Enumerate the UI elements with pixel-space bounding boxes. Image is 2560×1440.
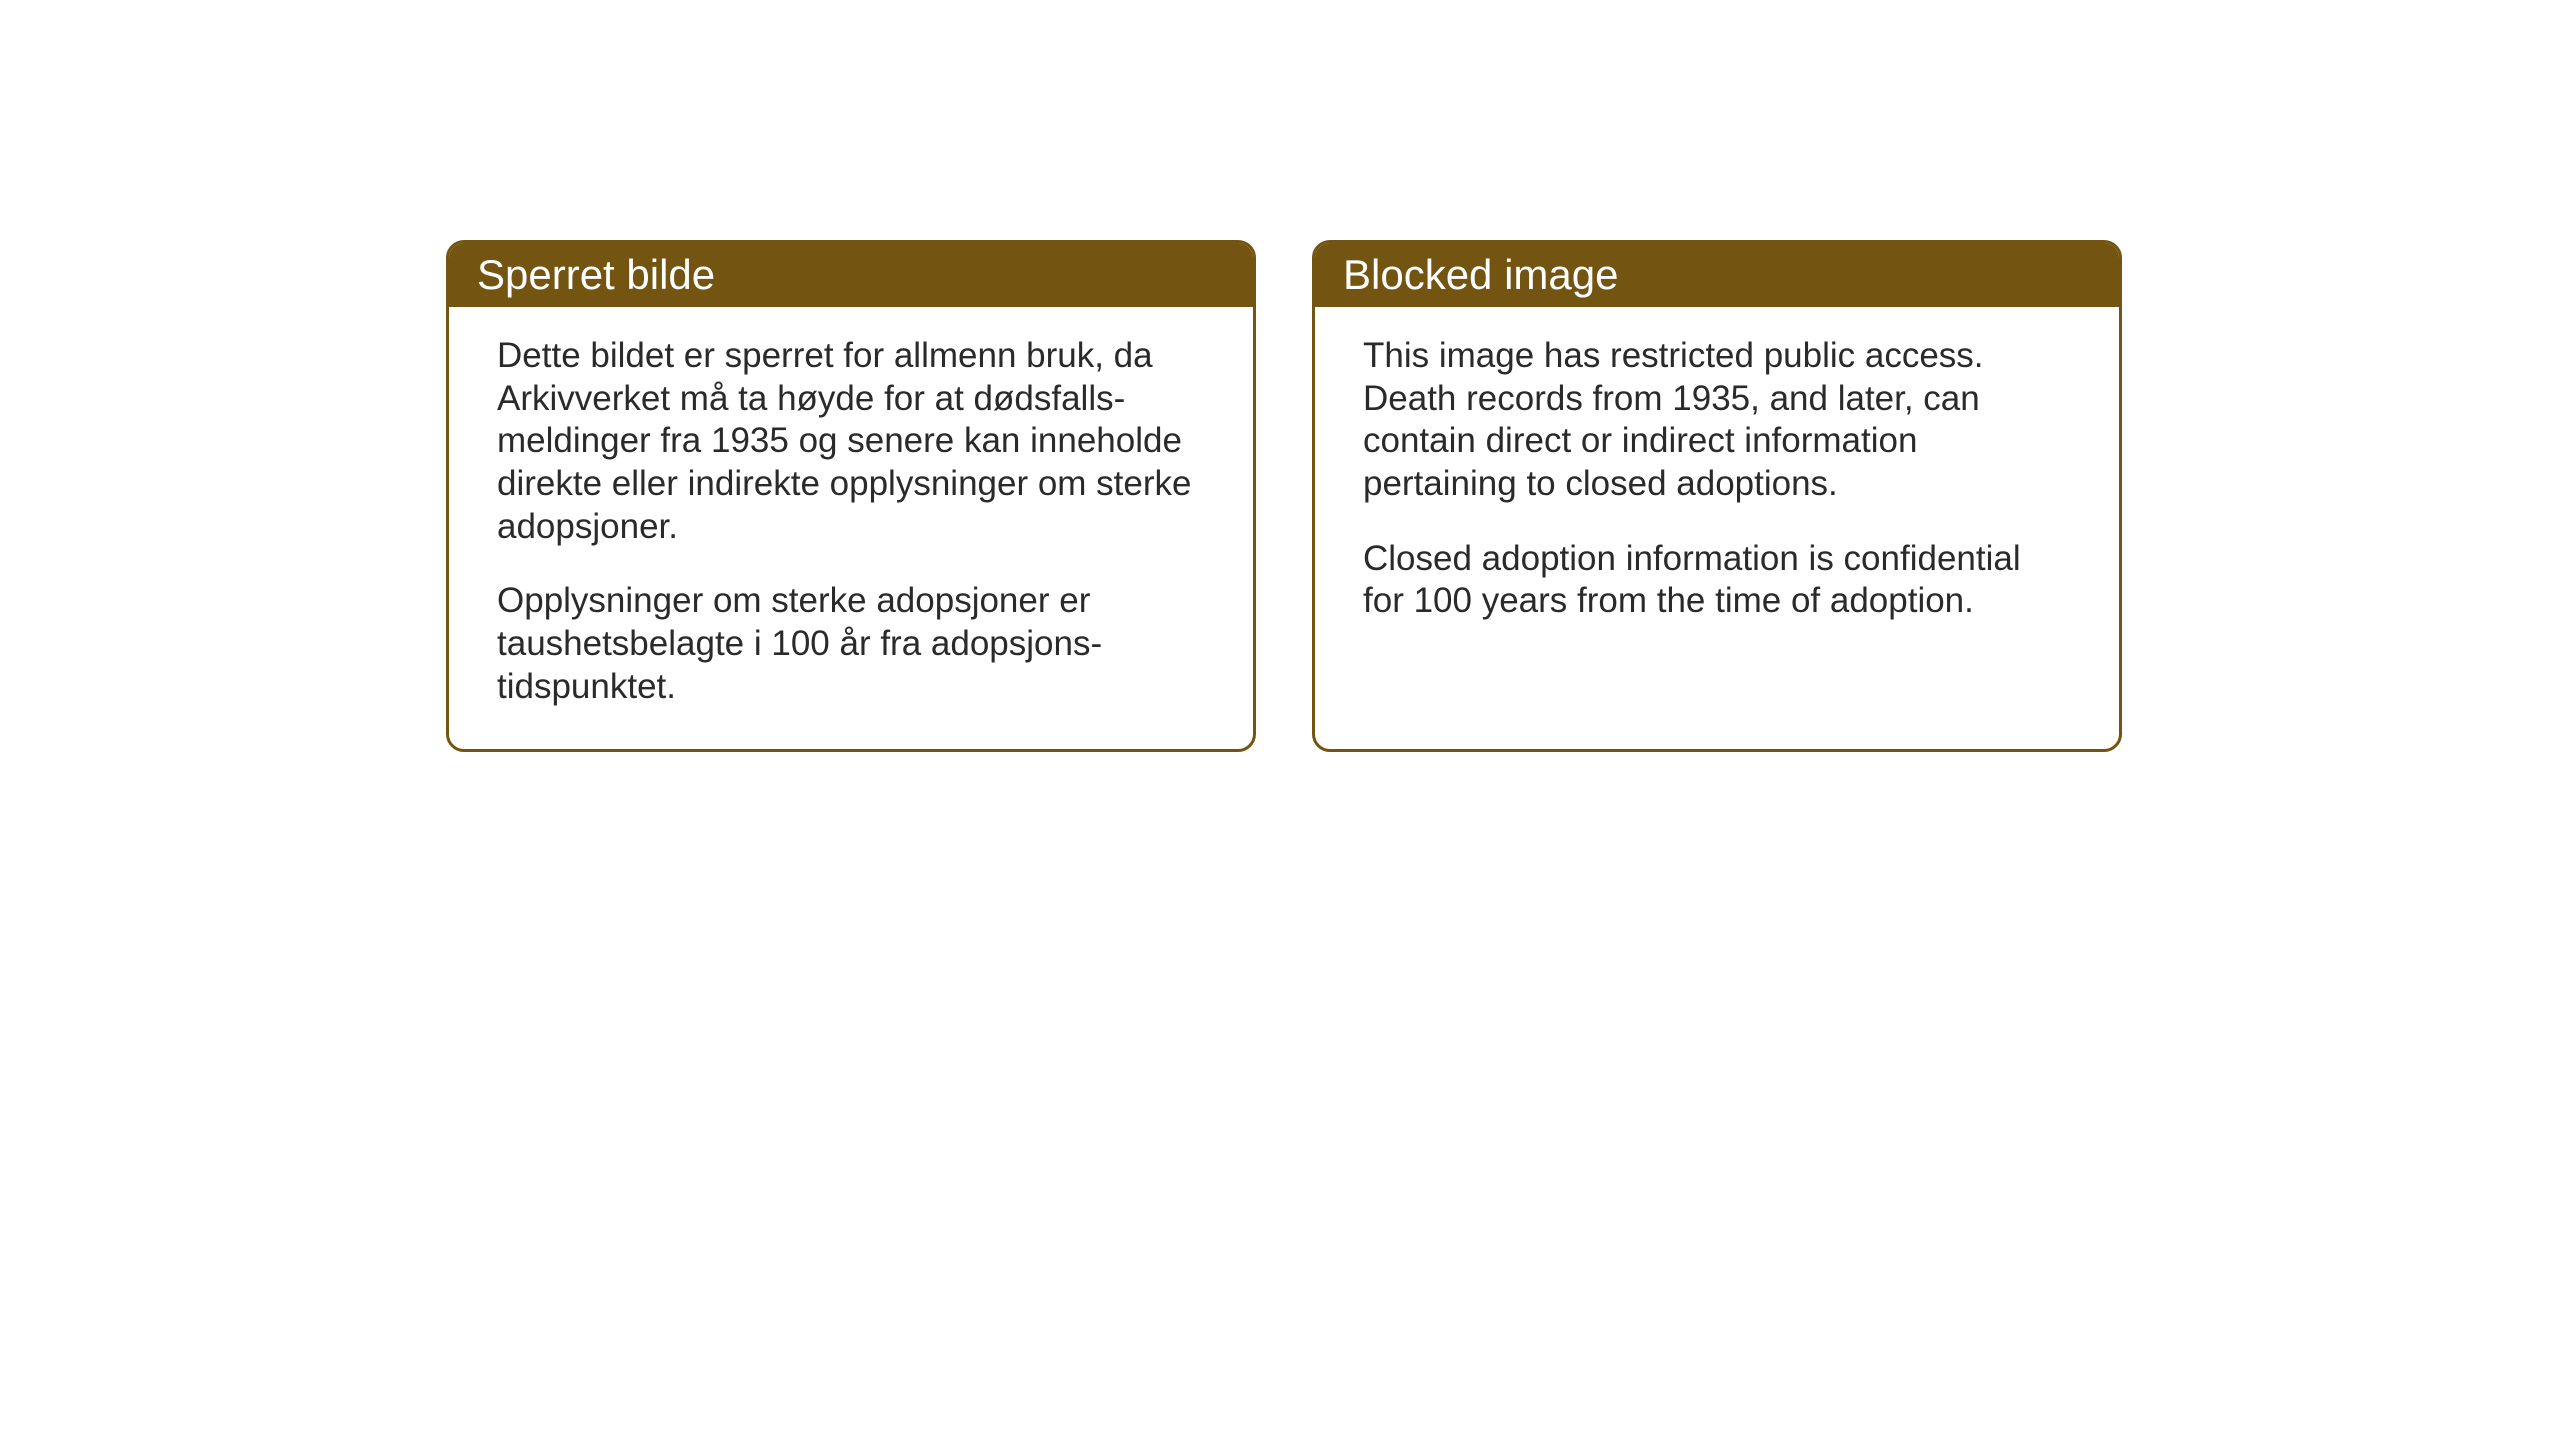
norwegian-notice-card: Sperret bilde Dette bildet er sperret fo… — [446, 240, 1256, 752]
norwegian-paragraph-1: Dette bildet er sperret for allmenn bruk… — [497, 335, 1205, 548]
english-paragraph-2: Closed adoption information is confident… — [1363, 538, 2071, 623]
norwegian-paragraph-2: Opplysninger om sterke adopsjoner er tau… — [497, 580, 1205, 708]
english-notice-card: Blocked image This image has restricted … — [1312, 240, 2122, 752]
norwegian-card-title: Sperret bilde — [449, 243, 1253, 307]
english-card-body: This image has restricted public access.… — [1315, 307, 2119, 715]
english-card-title: Blocked image — [1315, 243, 2119, 307]
english-paragraph-1: This image has restricted public access.… — [1363, 335, 2071, 506]
notice-container: Sperret bilde Dette bildet er sperret fo… — [446, 240, 2122, 752]
norwegian-card-body: Dette bildet er sperret for allmenn bruk… — [449, 307, 1253, 749]
